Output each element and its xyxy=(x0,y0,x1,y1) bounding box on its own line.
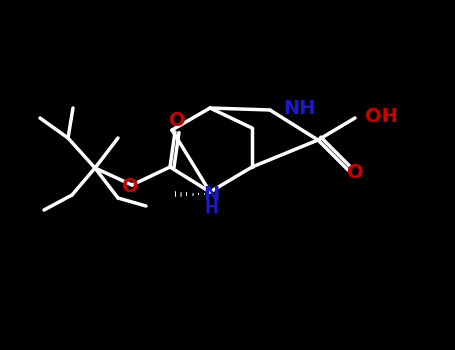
Text: OH: OH xyxy=(365,106,398,126)
Text: NH: NH xyxy=(283,98,315,118)
Text: O: O xyxy=(121,176,138,196)
Text: N: N xyxy=(203,184,219,203)
Text: O: O xyxy=(347,162,363,182)
Text: O: O xyxy=(169,112,185,131)
Text: H: H xyxy=(204,199,218,217)
